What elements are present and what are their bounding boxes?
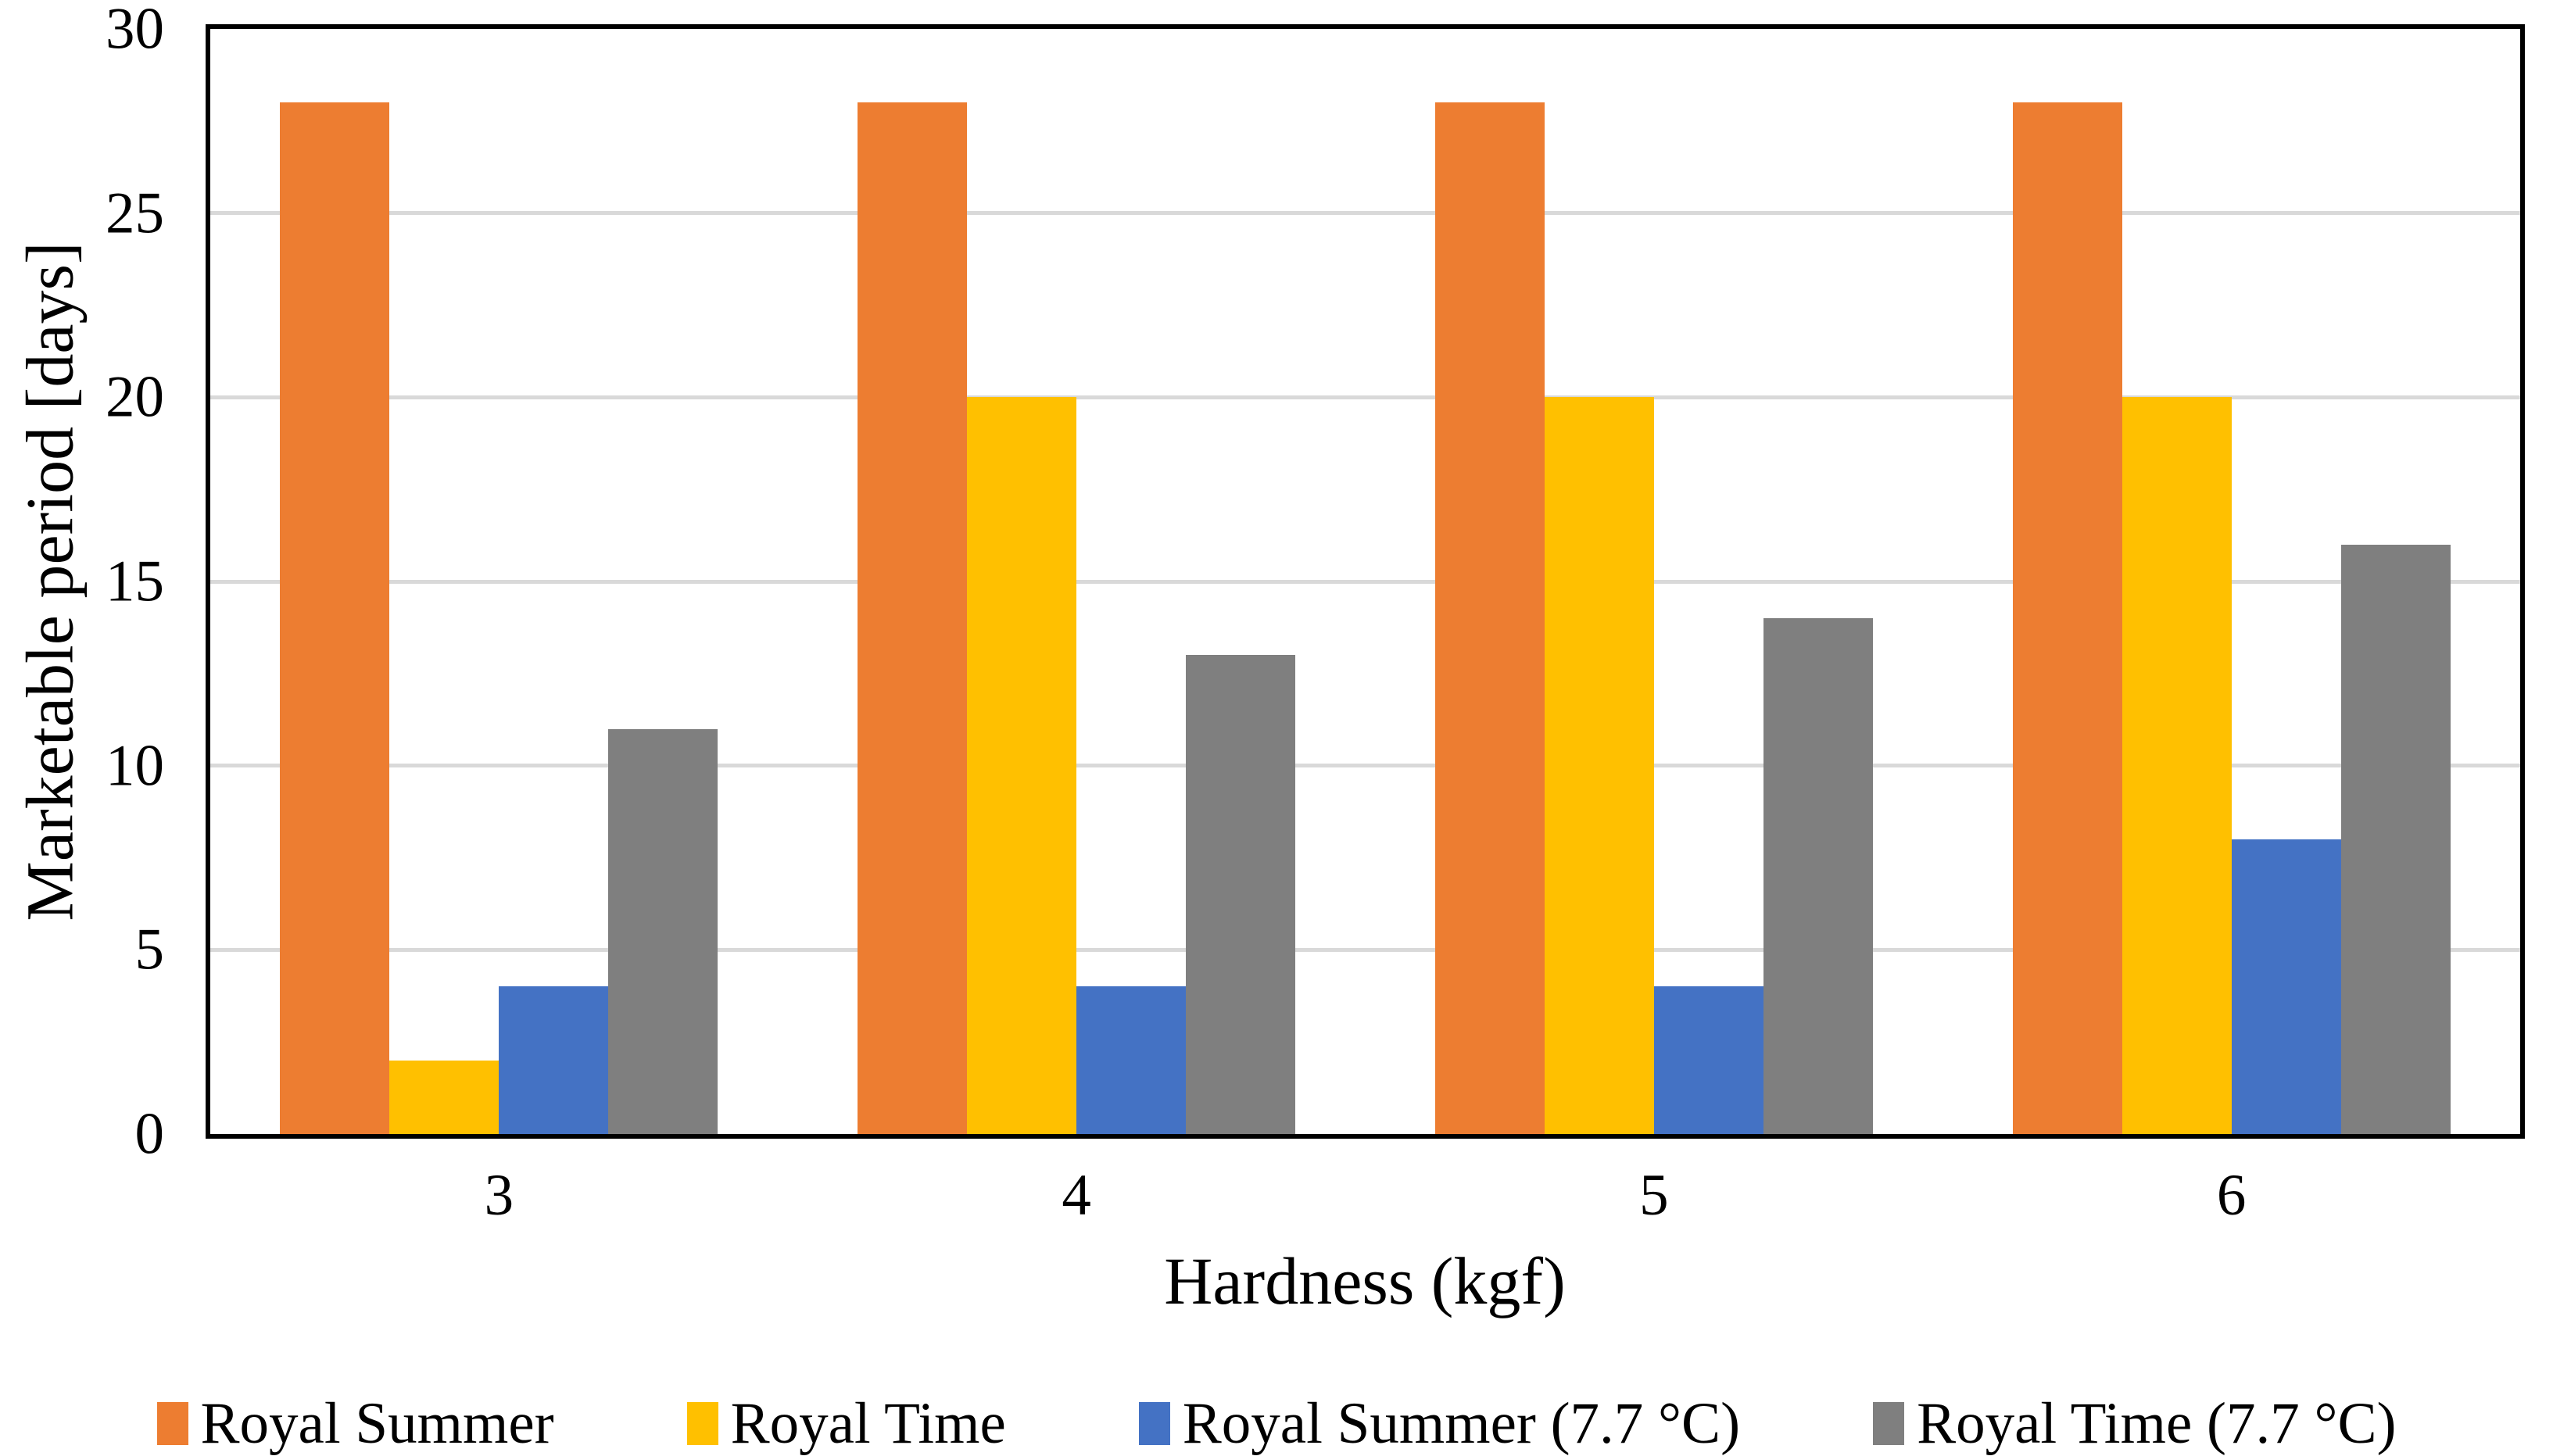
bar [1076, 986, 1187, 1134]
bar [2340, 544, 2451, 1134]
y-tick-label: 10 [106, 733, 164, 799]
bar [858, 102, 968, 1134]
legend-swatch-icon [156, 1401, 188, 1445]
x-tick-label: 5 [1639, 1163, 1669, 1228]
legend-swatch-icon [1138, 1401, 1170, 1445]
x-tick-label: 4 [1062, 1163, 1091, 1228]
bar [1186, 655, 1296, 1134]
bar [389, 1060, 500, 1134]
bar [1653, 986, 1763, 1134]
y-tick-label: 30 [106, 0, 164, 62]
legend-item: Royal Summer [156, 1390, 554, 1456]
legend: Royal Summer Royal Time Royal Summer (7.7 … [0, 1390, 2553, 1456]
bar [2231, 839, 2341, 1134]
legend-swatch-icon [686, 1401, 718, 1445]
y-tick-label: 25 [106, 181, 164, 246]
x-tick-label: 3 [484, 1163, 514, 1228]
plot-area [210, 29, 2520, 1134]
gridline [210, 764, 2520, 768]
gridline [210, 395, 2520, 399]
y-tick-label: 20 [106, 364, 164, 430]
bar [1434, 102, 1545, 1134]
bar [1544, 397, 1654, 1134]
gridline [210, 947, 2520, 952]
y-tick-label: 5 [134, 917, 165, 982]
legend-label: Royal Summer [200, 1390, 554, 1456]
gridline [210, 211, 2520, 216]
legend-label: Royal Time (7.7 °C) [1917, 1390, 2397, 1456]
bar [499, 986, 609, 1134]
gridline [210, 579, 2520, 584]
x-axis-title: Hardness (kgf) [1164, 1243, 1566, 1318]
bar [2012, 102, 2122, 1134]
bar [2122, 397, 2232, 1134]
bar [608, 728, 718, 1134]
legend-item: Royal Summer (7.7 °C) [1138, 1390, 1741, 1456]
bar [280, 102, 390, 1134]
legend-swatch-icon [1873, 1401, 1905, 1445]
y-tick-label: 15 [106, 549, 164, 614]
legend-label: Royal Time [730, 1390, 1006, 1456]
legend-item: Royal Time (7.7 °C) [1873, 1394, 2396, 1453]
x-tick-label: 6 [2216, 1163, 2247, 1228]
bar [1763, 618, 1873, 1134]
bar [967, 397, 1077, 1134]
y-tick-label: 0 [134, 1101, 165, 1167]
legend-item: Royal Time [686, 1390, 1006, 1456]
legend-label: Royal Summer (7.7 °C) [1182, 1390, 1741, 1456]
